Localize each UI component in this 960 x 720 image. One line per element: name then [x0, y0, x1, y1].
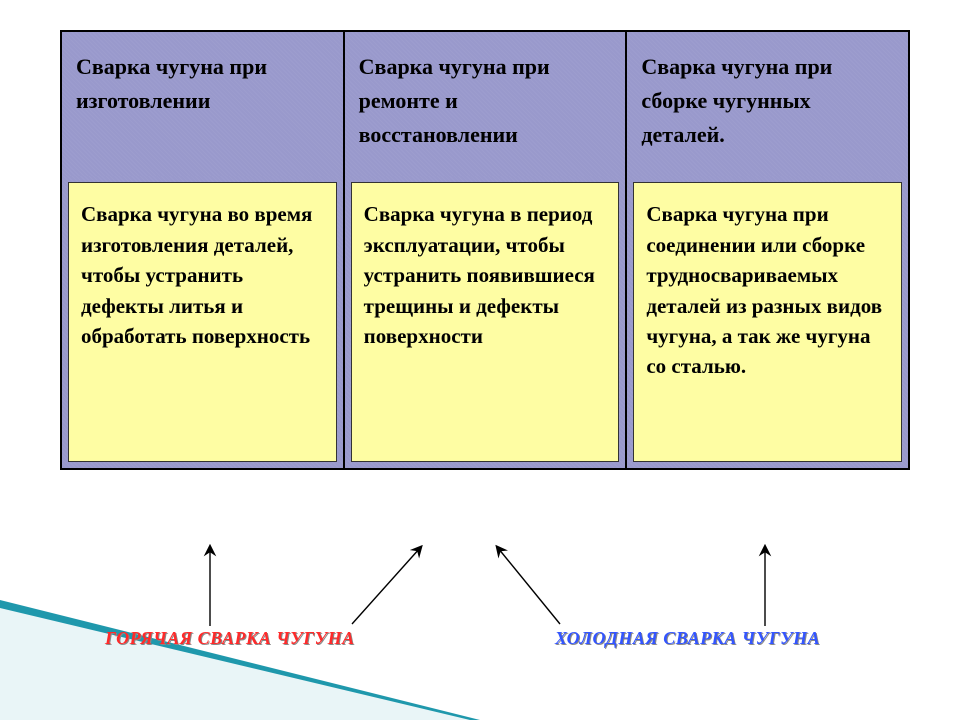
body-wrap-1: Сварка чугуна во время изготовления дета… [62, 176, 345, 468]
body-cell-3: Сварка чугуна при соединении или сборке … [633, 182, 902, 462]
body-cell-1: Сварка чугуна во время изготовления дета… [68, 182, 337, 462]
header-cell-1: Сварка чугуна при изготовлении [62, 32, 345, 176]
classification-grid: Сварка чугуна при изготовлении Сварка чу… [60, 30, 910, 470]
body-wrap-2: Сварка чугуна в период эксплуатации, что… [345, 176, 628, 468]
header-row: Сварка чугуна при изготовлении Сварка чу… [62, 32, 908, 176]
header-cell-2: Сварка чугуна при ремонте и восстановлен… [345, 32, 628, 176]
body-wrap-3: Сварка чугуна при соединении или сборке … [627, 176, 908, 468]
label-cold-welding: ХОЛОДНАЯ СВАРКА ЧУГУНА [555, 628, 820, 649]
header-cell-3: Сварка чугуна при сборке чугунных детале… [627, 32, 908, 176]
body-row: Сварка чугуна во время изготовления дета… [62, 176, 908, 468]
decor-triangle-inner [0, 608, 470, 720]
body-cell-2: Сварка чугуна в период эксплуатации, что… [351, 182, 620, 462]
